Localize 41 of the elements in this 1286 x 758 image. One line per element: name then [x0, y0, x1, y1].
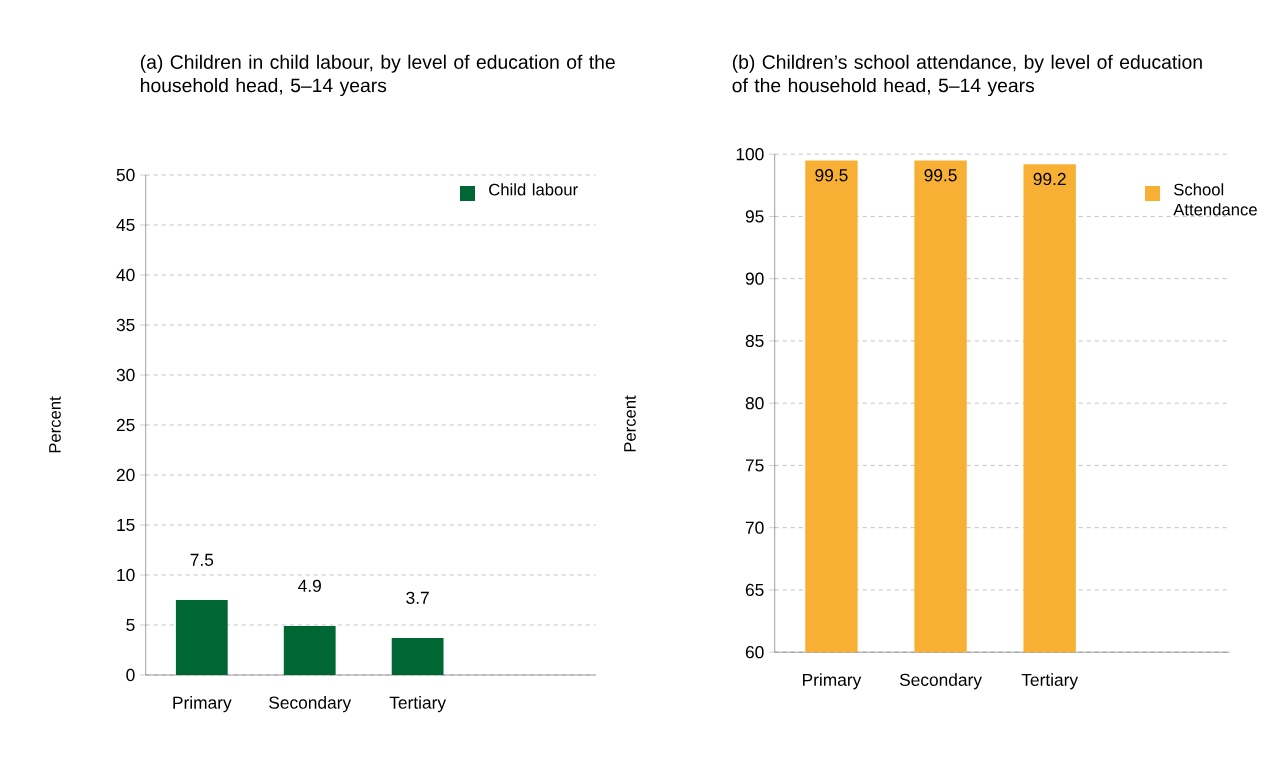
x-tick-label: Tertiary	[389, 696, 447, 713]
data-label: 4.9	[298, 579, 321, 592]
y-axis-title: Percent	[624, 395, 636, 452]
data-label: 3.7	[406, 591, 429, 604]
y-tick-label: 80	[745, 397, 764, 410]
legend-label: School Attendance	[1173, 183, 1257, 216]
data-label: 99.2	[1033, 172, 1066, 186]
data-label: 7.5	[190, 553, 214, 566]
y-tick-label: 30	[116, 368, 135, 382]
chart-title: (b) Children’s school attendance, by level of education of the household head, 5–14 years	[732, 54, 1202, 97]
y-tick-label: 50	[116, 168, 135, 182]
y-tick-label: 45	[116, 218, 135, 232]
y-tick-label: 40	[116, 268, 135, 282]
y-tick-label: 70	[745, 521, 764, 534]
legend-label: Child labour	[489, 183, 578, 196]
y-axis-title: Percent	[49, 396, 61, 453]
data-label: 99.5	[815, 169, 848, 182]
x-tick-label: Secondary	[899, 673, 982, 690]
bar	[283, 626, 336, 675]
y-tick-label: 5	[126, 618, 135, 632]
data-label: 99.5	[924, 169, 957, 182]
y-tick-label: 100	[736, 148, 764, 161]
y-tick-label: 65	[745, 583, 764, 597]
y-tick-label: 60	[745, 646, 764, 659]
chart-title: (a) Children in child labour, by level of education of the household head, 5–14 years	[140, 54, 615, 97]
y-tick-label: 15	[117, 518, 135, 532]
y-tick-label: 85	[745, 334, 764, 348]
x-tick-label: Tertiary	[1021, 673, 1079, 690]
x-tick-label: Primary	[803, 673, 862, 690]
y-tick-label: 25	[116, 418, 135, 432]
bar	[391, 638, 444, 675]
y-tick-label: 90	[745, 272, 764, 285]
bar	[175, 600, 228, 675]
y-tick-label: 20	[116, 468, 135, 482]
x-tick-label: Secondary	[269, 696, 352, 713]
y-tick-label: 95	[745, 210, 764, 223]
y-tick-label: 75	[745, 459, 764, 472]
y-tick-label: 35	[116, 318, 135, 332]
y-tick-label: 10	[117, 568, 135, 582]
y-tick-label: 0	[126, 668, 135, 682]
x-tick-label: Primary	[173, 696, 232, 713]
